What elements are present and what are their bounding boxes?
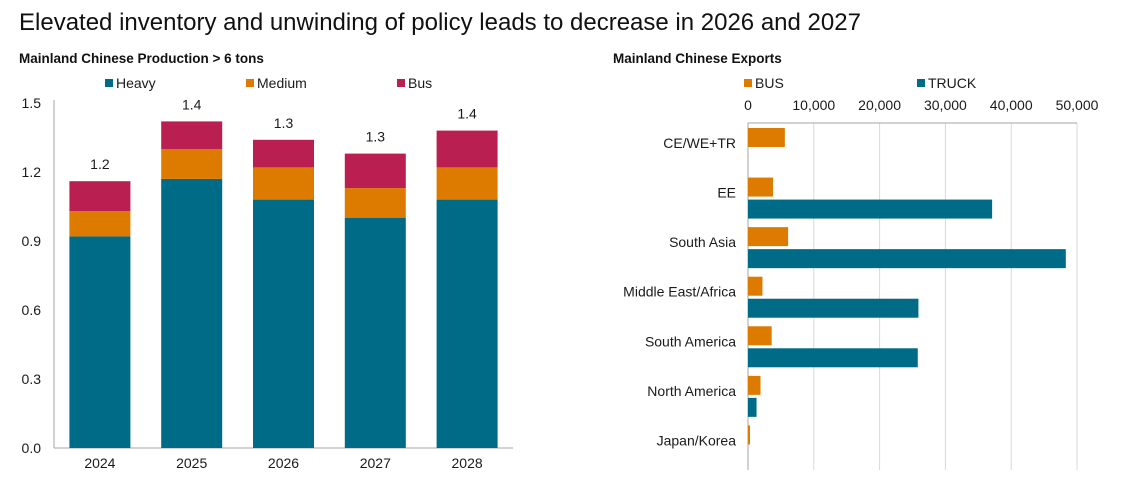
bar-segment-bus <box>344 153 406 189</box>
bar-segment-heavy <box>436 199 498 448</box>
legend-swatch-bus <box>397 79 405 87</box>
y-category-label: South America <box>645 333 736 349</box>
y-tick-label: 0.3 <box>22 371 42 387</box>
bar-segment-bus <box>69 181 131 212</box>
y-tick-label: 1.2 <box>22 164 42 180</box>
bar-bus <box>748 227 789 247</box>
y-category-label: EE <box>717 185 736 201</box>
production-chart-title: Mainland Chinese Production > 6 tons <box>19 51 264 66</box>
bar-bus <box>748 425 750 445</box>
legend-swatch-bus <box>744 79 752 87</box>
x-tick-label: 2026 <box>268 455 299 471</box>
bar-truck <box>748 249 1066 269</box>
x-tick-label: 30,000 <box>924 97 967 113</box>
y-tick-label: 0.9 <box>22 233 42 249</box>
bar-segment-medium <box>436 167 498 200</box>
y-tick-label: 1.5 <box>22 95 42 111</box>
bar-truck <box>748 397 757 417</box>
x-tick-label: 10,000 <box>792 97 835 113</box>
legend-swatch-medium <box>246 79 254 87</box>
y-category-label: Middle East/Africa <box>623 284 736 300</box>
total-data-label: 1.3 <box>366 129 386 145</box>
legend-label-medium: Medium <box>257 75 307 91</box>
bar-segment-bus <box>253 139 314 168</box>
legend-label-bus: Bus <box>408 75 432 91</box>
bar-segment-medium <box>161 149 223 179</box>
exports-chart-title: Mainland Chinese Exports <box>613 51 782 66</box>
legend-swatch-truck <box>917 79 925 87</box>
bar-truck <box>748 298 919 318</box>
bar-bus <box>748 375 761 395</box>
y-category-label: Japan/Korea <box>657 432 737 448</box>
total-data-label: 1.2 <box>90 156 110 172</box>
legend-swatch-heavy <box>105 79 113 87</box>
x-tick-label: 2028 <box>452 455 483 471</box>
x-tick-label: 20,000 <box>858 97 901 113</box>
y-category-label: North America <box>647 383 736 399</box>
bar-truck <box>748 348 918 368</box>
bar-segment-heavy <box>161 178 223 448</box>
bar-segment-medium <box>253 167 314 200</box>
y-tick-label: 0.0 <box>22 440 42 456</box>
bar-segment-heavy <box>69 236 131 448</box>
total-data-label: 1.3 <box>274 115 294 131</box>
legend-label-bus: BUS <box>755 75 784 91</box>
y-category-label: South Asia <box>669 234 736 250</box>
total-data-label: 1.4 <box>182 96 202 112</box>
page-title: Elevated inventory and unwinding of poli… <box>19 9 861 36</box>
bar-segment-heavy <box>344 218 406 448</box>
bar-bus <box>748 326 772 346</box>
bar-segment-medium <box>69 211 131 237</box>
bar-bus <box>748 128 785 147</box>
bar-segment-medium <box>344 188 406 218</box>
x-tick-label: 50,000 <box>1056 97 1099 113</box>
legend-label-heavy: Heavy <box>116 75 156 91</box>
x-tick-label: 2025 <box>176 455 207 471</box>
x-tick-label: 2024 <box>84 455 115 471</box>
bar-segment-heavy <box>253 199 314 448</box>
bar-segment-bus <box>161 121 223 149</box>
x-tick-label: 0 <box>744 97 752 113</box>
bar-segment-bus <box>436 130 498 168</box>
legend-label-truck: TRUCK <box>928 75 977 91</box>
x-tick-label: 2027 <box>360 455 391 471</box>
y-tick-label: 0.6 <box>22 302 42 318</box>
y-category-label: CE/WE+TR <box>663 135 736 151</box>
total-data-label: 1.4 <box>457 106 477 122</box>
bar-bus <box>748 177 774 197</box>
bar-truck <box>748 199 993 219</box>
x-tick-label: 40,000 <box>990 97 1033 113</box>
bar-bus <box>748 276 763 296</box>
